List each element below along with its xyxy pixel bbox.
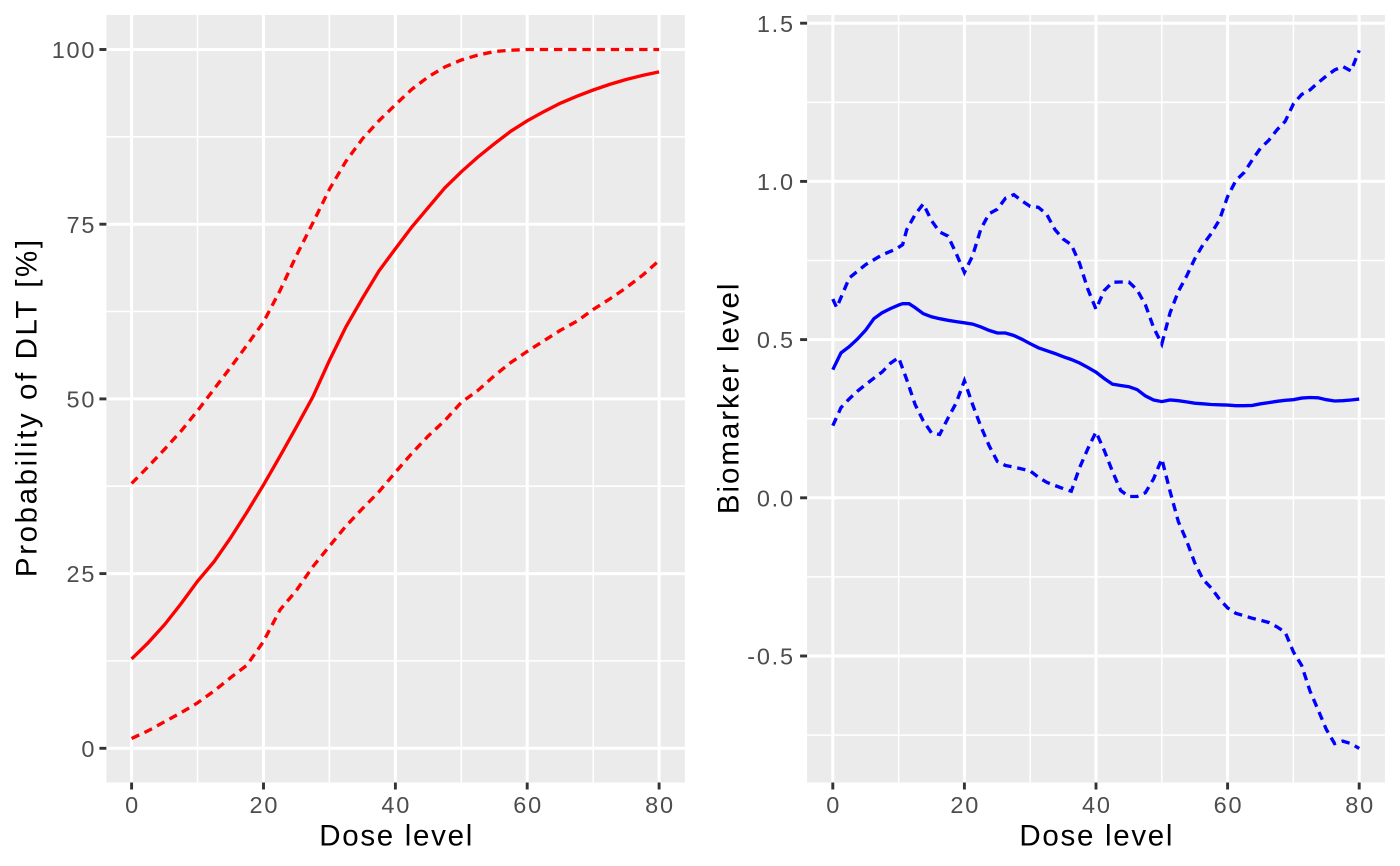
svg-text:40: 40 <box>1082 792 1112 818</box>
svg-text:80: 80 <box>1345 792 1375 818</box>
svg-text:50: 50 <box>67 387 97 413</box>
svg-text:60: 60 <box>1214 792 1244 818</box>
svg-text:75: 75 <box>67 212 97 238</box>
svg-text:Dose level: Dose level <box>319 819 474 852</box>
svg-text:0: 0 <box>81 736 96 762</box>
svg-text:20: 20 <box>250 792 280 818</box>
svg-text:0.0: 0.0 <box>757 485 795 511</box>
svg-text:40: 40 <box>381 792 411 818</box>
svg-text:80: 80 <box>645 792 675 818</box>
svg-text:100: 100 <box>52 37 97 63</box>
svg-text:20: 20 <box>950 792 980 818</box>
svg-text:-0.5: -0.5 <box>747 644 795 670</box>
svg-text:0: 0 <box>125 792 140 818</box>
svg-text:Biomarker level: Biomarker level <box>713 282 746 515</box>
svg-text:60: 60 <box>513 792 543 818</box>
svg-text:Probability of DLT [%]: Probability of DLT [%] <box>11 237 44 577</box>
svg-text:1.5: 1.5 <box>757 11 795 37</box>
svg-text:25: 25 <box>67 561 97 587</box>
svg-text:Dose level: Dose level <box>1019 819 1174 852</box>
svg-text:1.0: 1.0 <box>757 169 795 195</box>
svg-text:0: 0 <box>826 792 841 818</box>
svg-text:0.5: 0.5 <box>757 327 795 353</box>
